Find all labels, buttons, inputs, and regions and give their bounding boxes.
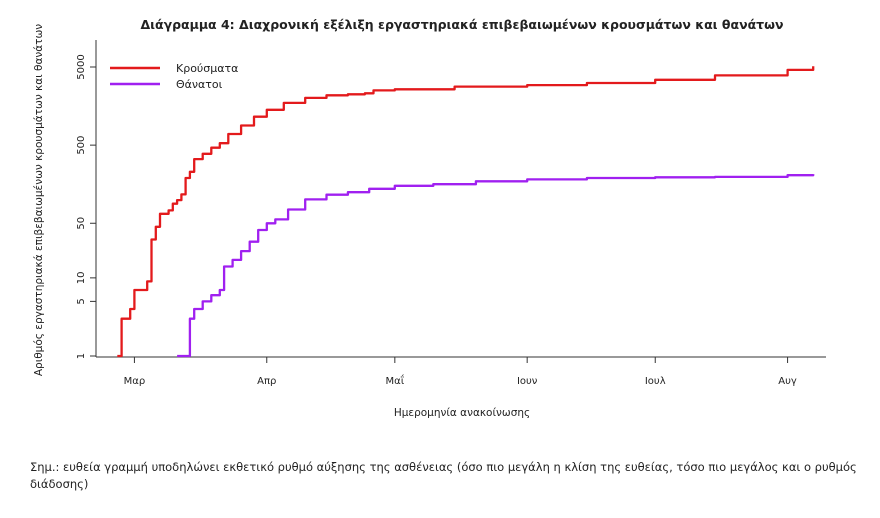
chart-title: Διάγραμμα 4: Διαχρονική εξέλιξη εργαστηρ… <box>140 17 783 32</box>
series-line-cases <box>117 66 815 358</box>
y-tick-label: 50 <box>76 217 87 230</box>
x-tick-label: Ιουλ <box>645 376 666 387</box>
x-tick-label: Αυγ <box>778 376 797 387</box>
y-axis-label: Αριθμός εργαστηριακά επιβεβαιωμένων κρου… <box>33 24 45 376</box>
y-tick-label: 500 <box>76 136 87 155</box>
y-axis-ticks: 1 5 10 50 500 5000 <box>76 54 96 359</box>
legend-label-cases: Κρούσματα <box>176 62 238 75</box>
y-tick-label: 5 <box>76 298 87 304</box>
x-tick-label: Μαΐ <box>386 373 405 387</box>
y-tick-label: 1 <box>76 353 87 359</box>
x-axis-label: Ημερομηνία ανακοίνωσης <box>394 407 530 419</box>
chart-note: Σημ.: ευθεία γραμμή υποδηλώνει εκθετικό … <box>30 460 857 491</box>
x-axis-ticks: Μαρ Απρ Μαΐ Ιουν Ιουλ Αυγ <box>124 357 797 387</box>
legend-label-deaths: Θάνατοι <box>176 78 223 91</box>
x-tick-label: Ιουν <box>517 376 538 387</box>
series-line-deaths <box>177 174 815 358</box>
x-tick-label: Μαρ <box>124 376 146 387</box>
legend: Κρούσματα Θάνατοι <box>110 62 238 91</box>
y-tick-label: 10 <box>76 272 87 285</box>
x-tick-label: Απρ <box>257 376 276 387</box>
y-tick-label: 5000 <box>76 54 87 79</box>
series-lines <box>117 66 815 358</box>
